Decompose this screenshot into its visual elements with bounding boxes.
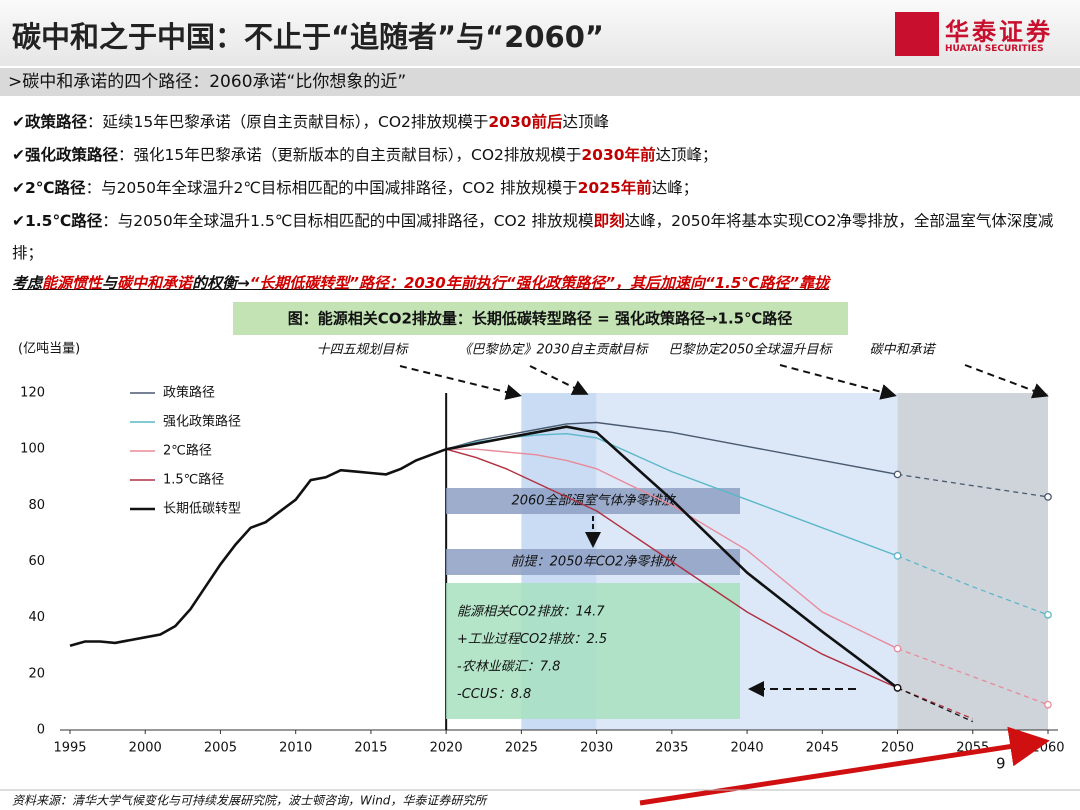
bullet-text: ：延续15年巴黎承诺（原自主贡献目标），CO2排放规模于 xyxy=(87,113,489,131)
x-tick-label: 2005 xyxy=(204,741,237,756)
series-line-projection xyxy=(897,687,974,723)
series-marker xyxy=(1044,700,1052,709)
bullet-text: 2030年前 xyxy=(581,146,656,164)
x-tick-label: 2015 xyxy=(354,741,387,756)
conclusion-text: 碳中和承诺 xyxy=(117,274,193,292)
series-line xyxy=(446,421,898,476)
y-tick-label: 120 xyxy=(20,386,45,401)
bullet-text: 2℃路径 xyxy=(25,179,86,197)
header-bar: 碳中和之于中国：不止于“追随者”与“2060” 华泰证券 HUATAI SECU… xyxy=(0,0,1080,66)
y-tick-label: 80 xyxy=(28,498,45,513)
milestone-arrow xyxy=(779,364,897,400)
bullet-text: 政策路径 xyxy=(25,113,88,131)
note-box-text: 2060全部温室气体净零排放 xyxy=(511,493,676,509)
y-tick-label: 40 xyxy=(28,610,45,625)
conclusion-text: 的权衡→ xyxy=(192,274,250,292)
series-line xyxy=(446,448,898,689)
bullet-text: 达峰，2050年将基本实现CO2净零排放，全部温室气体深度减排； xyxy=(12,212,1054,262)
series-marker xyxy=(893,552,902,560)
subtitle: >碳中和承诺的四个路径：2060承诺“比你想象的近” xyxy=(0,68,1080,96)
legend-label: 1.5℃路径 xyxy=(163,472,224,488)
page-number: 9 xyxy=(996,755,1006,773)
note-panel xyxy=(446,583,740,719)
milestone-label: 碳中和承诺 xyxy=(869,343,936,358)
bullet-text: 达顶峰 xyxy=(562,113,610,131)
x-tick-label: 2050 xyxy=(881,741,914,756)
bullet-text: 达峰； xyxy=(651,179,699,197)
bullet-text: ：与2050年全球温升2℃目标相匹配的中国减排路径，CO2 排放规模于 xyxy=(85,179,578,197)
legend-label: 强化政策路径 xyxy=(163,414,241,430)
milestone-label: 《巴黎协定》2030自主贡献目标 xyxy=(458,342,649,358)
x-tick-label: 1995 xyxy=(53,741,86,756)
milestone-arrow xyxy=(529,365,589,395)
conclusion-text: 能源惯性 xyxy=(42,274,103,292)
bullet-text: 达顶峰； xyxy=(655,146,718,164)
x-tick-label: 2045 xyxy=(806,741,839,756)
bullet-text: ：强化15年巴黎承诺（更新版本的自主贡献目标），CO2排放规模于 xyxy=(118,146,582,164)
legend-label: 长期低碳转型 xyxy=(163,502,241,517)
y-tick-label: 0 xyxy=(37,723,45,738)
legend-label: 2℃路径 xyxy=(163,443,212,459)
bullet-text: 1.5℃路径 xyxy=(25,212,103,230)
series-marker xyxy=(1044,493,1052,501)
period-band xyxy=(897,393,1048,730)
note-text: -CCUS：8.8 xyxy=(457,687,531,702)
bullet-text: ：与2050年全球温升1.5℃目标相匹配的中国减排路径，CO2 排放规模 xyxy=(102,212,594,230)
bullet: 2℃路径：与2050年全球温升2℃目标相匹配的中国减排路径，CO2 排放规模于2… xyxy=(12,172,1072,204)
x-tick-label: 2035 xyxy=(655,741,688,756)
series-marker xyxy=(893,470,902,479)
y-tick-label: 20 xyxy=(28,666,45,681)
series-line-projection xyxy=(897,473,1049,498)
series-marker xyxy=(1044,611,1052,619)
conclusion-text: 考虑 xyxy=(12,274,43,292)
y-axis-label: (亿吨当量) xyxy=(18,342,80,357)
x-tick-label: 2020 xyxy=(430,741,463,756)
series-line-projection xyxy=(897,555,1049,616)
x-tick-label: 2030 xyxy=(580,741,613,756)
chart-title: 图：能源相关CO2排放量：长期低碳转型路径 = 强化政策路径→1.5℃路径 xyxy=(288,310,793,328)
footer-arrow xyxy=(639,726,1050,806)
logo-subtext: HUATAI SECURITIES xyxy=(945,44,1044,54)
slide-title: 碳中和之于中国：不止于“追随者”与“2060” xyxy=(12,20,604,54)
x-tick-label: 2010 xyxy=(279,741,312,756)
conclusion-text: “长期低碳转型”路径：2030年前执行“强化政策路径”，其后加速向“1.5℃路径… xyxy=(249,274,830,292)
bullet-text: 2030前后 xyxy=(488,113,563,131)
series-line xyxy=(69,425,899,689)
y-tick-label: 100 xyxy=(20,442,45,457)
series-line xyxy=(446,448,898,650)
x-tick-label: 2040 xyxy=(731,741,764,756)
milestone-arrow xyxy=(964,364,1049,399)
bullet-text: 即刻 xyxy=(593,212,625,230)
source-note: 资料来源：清华大学气候变化与可持续发展研究院，波士顿咨询，Wind，华泰证券研究… xyxy=(12,794,488,808)
x-tick-label: 2000 xyxy=(129,741,162,756)
series-marker xyxy=(893,644,902,653)
conclusion: 考虑能源惯性与碳中和承诺的权衡→“长期低碳转型”路径：2030年前执行“强化政策… xyxy=(12,272,829,293)
bullet: 政策路径：延续15年巴黎承诺（原自主贡献目标），CO2排放规模于2030前后达顶… xyxy=(12,106,1072,138)
y-tick-label: 60 xyxy=(28,554,45,569)
milestone-arrow xyxy=(399,365,522,400)
bullet-text: 2025年前 xyxy=(577,179,652,197)
milestone-label: 十四五规划目标 xyxy=(316,343,409,358)
logo-text: 华泰证券 xyxy=(945,18,1053,46)
series-marker xyxy=(893,684,902,692)
bullet: 强化政策路径：强化15年巴黎承诺（更新版本的自主贡献目标），CO2排放规模于20… xyxy=(12,139,1072,171)
note-text: -农林业碳汇：7.8 xyxy=(457,660,560,675)
logo-icon xyxy=(895,12,939,56)
chart-title-box xyxy=(233,302,848,335)
note-text: +工业过程CO2排放：2.5 xyxy=(457,632,607,647)
x-tick-label: 2025 xyxy=(505,741,538,756)
legend-label: 政策路径 xyxy=(163,385,215,401)
milestone-label: 巴黎协定2050全球温升目标 xyxy=(668,342,833,358)
note-box xyxy=(446,549,740,575)
note-text: 能源相关CO2排放：14.7 xyxy=(457,605,605,620)
bullet: 1.5℃路径：与2050年全球温升1.5℃目标相匹配的中国减排路径，CO2 排放… xyxy=(12,205,1072,269)
conclusion-text: 与 xyxy=(102,274,118,292)
note-box-text: 前提：2050年CO2净零排放 xyxy=(511,555,678,570)
bullet-text: 强化政策路径 xyxy=(25,146,119,164)
